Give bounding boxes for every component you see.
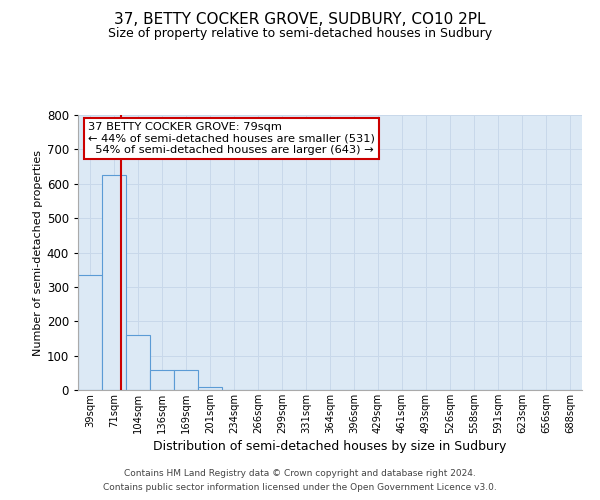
- Bar: [78, 275, 102, 390]
- Text: Contains HM Land Registry data © Crown copyright and database right 2024.: Contains HM Land Registry data © Crown c…: [124, 468, 476, 477]
- Text: Contains public sector information licensed under the Open Government Licence v3: Contains public sector information licen…: [103, 484, 497, 492]
- X-axis label: Distribution of semi-detached houses by size in Sudbury: Distribution of semi-detached houses by …: [154, 440, 506, 453]
- Bar: [126, 335, 150, 390]
- Bar: [150, 370, 174, 390]
- Text: 37 BETTY COCKER GROVE: 79sqm
← 44% of semi-detached houses are smaller (531)
  5: 37 BETTY COCKER GROVE: 79sqm ← 44% of se…: [88, 122, 375, 155]
- Text: Size of property relative to semi-detached houses in Sudbury: Size of property relative to semi-detach…: [108, 28, 492, 40]
- Y-axis label: Number of semi-detached properties: Number of semi-detached properties: [32, 150, 43, 356]
- Bar: [102, 175, 126, 390]
- Text: 37, BETTY COCKER GROVE, SUDBURY, CO10 2PL: 37, BETTY COCKER GROVE, SUDBURY, CO10 2P…: [114, 12, 486, 28]
- Bar: [174, 370, 198, 390]
- Bar: [198, 386, 222, 390]
